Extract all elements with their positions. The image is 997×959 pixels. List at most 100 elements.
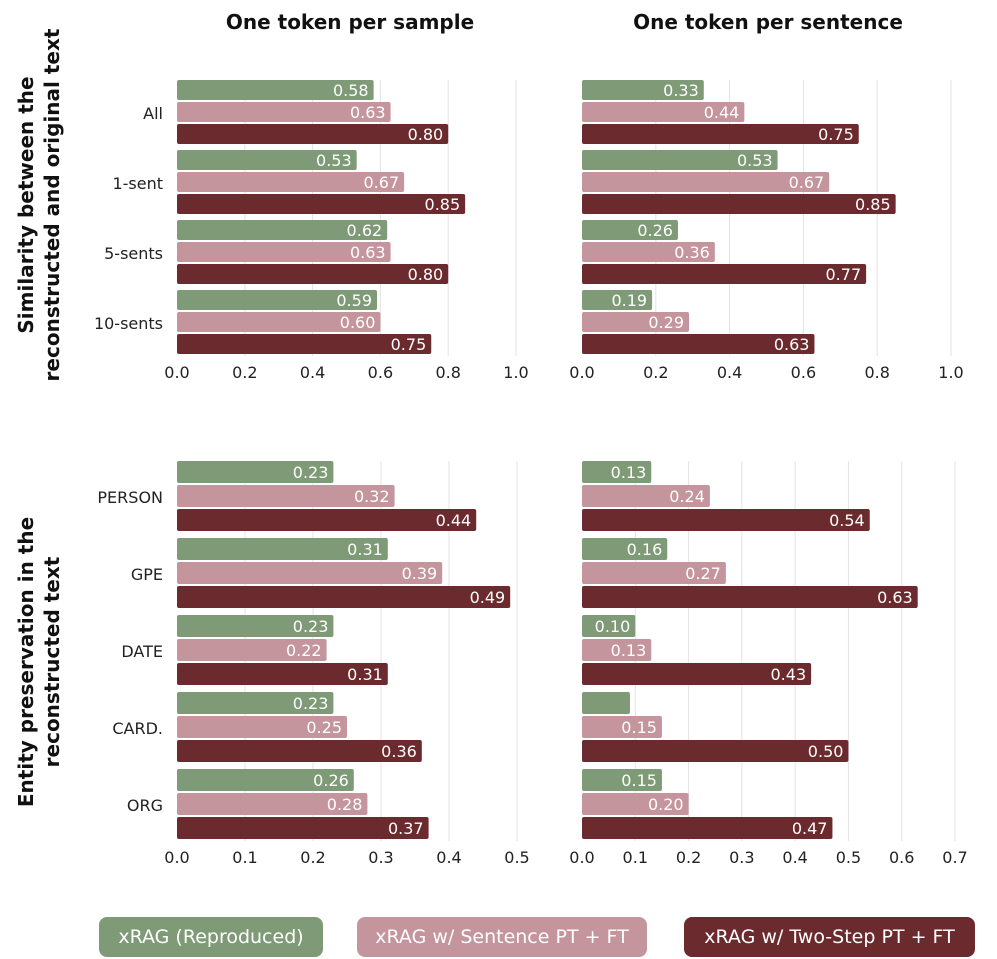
bar-value-label: 0.60 [340,313,376,332]
bar-value-label: 0.53 [316,151,352,170]
x-tick-label: 0.2 [676,848,701,867]
bar-xrag [582,150,778,170]
bar-xrag [582,769,662,791]
bar-value-label: 0.31 [347,540,383,559]
bar-value-label: 0.77 [826,265,862,284]
bar-xrag [177,290,378,310]
x-tick-label: 0.5 [504,848,529,867]
bar-value-label: 0.10 [595,617,631,636]
bar-value-label: 0.20 [648,795,684,814]
bar-value-label: 0.62 [347,221,383,240]
category-label: 1-sent [112,174,163,193]
row-title-similarity: Similarity between the reconstructed and… [14,28,64,381]
bar-value-label: 0.22 [286,641,322,660]
bar-value-label: 0.47 [792,819,828,838]
bar-value-label: 0.59 [336,291,372,310]
bar-twostep [177,586,511,608]
bar-value-label: 0.67 [364,173,400,192]
bar-value-label: 0.27 [685,564,721,583]
x-tick-label: 0.1 [232,848,257,867]
x-tick-label: 0.4 [782,848,807,867]
bar-sentence [582,793,689,815]
panel-similarity-per-sample: 0.0 0.2 0.4 0.6 0.8 1.0 All 0.58 0.63 0.80 1-sent 0… [94,80,529,382]
bar-value-label: 0.44 [436,511,472,530]
bar-sentence [177,562,443,584]
bar-value-label: 0.31 [347,665,383,684]
bar-value-label: 0.53 [737,151,773,170]
bar-value-label: 0.63 [350,103,386,122]
x-tick-label: 0.2 [643,363,668,382]
bar-twostep [177,509,477,531]
bar-sentence [582,102,745,122]
category-label: CARD. [112,719,163,738]
bar-value-label: 0.49 [470,588,506,607]
bar-xrag [582,220,678,240]
x-tick-label: 0.3 [368,848,393,867]
bar-value-label: 0.36 [381,742,417,761]
bar-value-label: 0.43 [771,665,807,684]
bar-xrag [177,538,388,560]
bar-value-label: 0.13 [611,463,647,482]
bar-twostep [177,817,429,839]
bar-sentence [177,312,381,332]
row-title-entity: Entity preservation in the reconstructed… [14,517,64,807]
bar-twostep [582,264,867,284]
bar-twostep [177,264,449,284]
column-title-sample: One token per sample [226,10,474,34]
bar-value-label: 0.63 [350,243,386,262]
category-label: All [143,104,163,123]
category-label: PERSON [97,488,163,507]
x-tick-label: 0.6 [368,363,393,382]
bar-twostep [177,194,466,214]
bar-value-label: 0.58 [333,81,369,100]
bar-xrag [177,461,334,483]
legend: xRAG (Reproduced) xRAG w/ Sentence PT + … [0,917,997,957]
legend-item-sentence-pt-ft: xRAG w/ Sentence PT + FT [357,917,647,957]
bar-twostep [582,509,870,531]
x-tick-label: 0.6 [791,363,816,382]
bar-xrag [177,220,388,240]
x-tick-label: 0.1 [623,848,648,867]
category-label: 10-sents [94,314,163,333]
bar-value-label: 0.19 [611,291,647,310]
x-tick-label: 0.4 [717,363,742,382]
bar-sentence [177,172,405,192]
bar-value-label: 0.32 [354,487,390,506]
bar-value-label: 0.23 [293,694,329,713]
bar-twostep [177,663,388,685]
bar-value-label: 0.16 [627,540,663,559]
bar-value-label: 0.37 [388,819,424,838]
x-tick-label: 0.3 [729,848,754,867]
bar-sentence [582,562,726,584]
bar-value-label: 0.23 [293,617,329,636]
bar-sentence [582,639,652,661]
bar-value-label: 0.33 [663,81,699,100]
bar-value-label: 0.25 [306,718,342,737]
legend-item-xrag-reproduced: xRAG (Reproduced) [99,917,323,957]
row-title-similarity-line2: reconstructed and original text [40,28,64,381]
x-tick-label: 0.0 [164,848,189,867]
bar-value-label: 0.80 [408,265,444,284]
panel-entity-per-sentence: 0.0 0.1 0.2 0.3 0.4 0.5 0.6 0.7 0.13 0.24 0.54 0.16… [569,461,968,867]
bar-value-label: 0.67 [789,173,825,192]
bar-sentence [177,716,347,738]
bar-value-label: 0.28 [327,795,363,814]
bar-value-label: 0.85 [425,195,461,214]
category-label: DATE [121,642,163,661]
bar-xrag [177,615,334,637]
x-tick-label: 0.4 [300,363,325,382]
bar-value-label: 0.54 [829,511,865,530]
bar-xrag [582,461,652,483]
bar-value-label: 0.44 [704,103,740,122]
bar-value-label: 0.50 [808,742,844,761]
bar-sentence [177,639,327,661]
x-tick-label: 0.6 [889,848,914,867]
bar-value-label: 0.36 [674,243,710,262]
bar-value-label: 0.75 [391,335,427,354]
x-tick-label: 0.0 [569,363,594,382]
bar-xrag [582,290,653,310]
bar-sentence [177,102,391,122]
x-tick-label: 1.0 [938,363,963,382]
x-tick-label: 0.7 [942,848,967,867]
